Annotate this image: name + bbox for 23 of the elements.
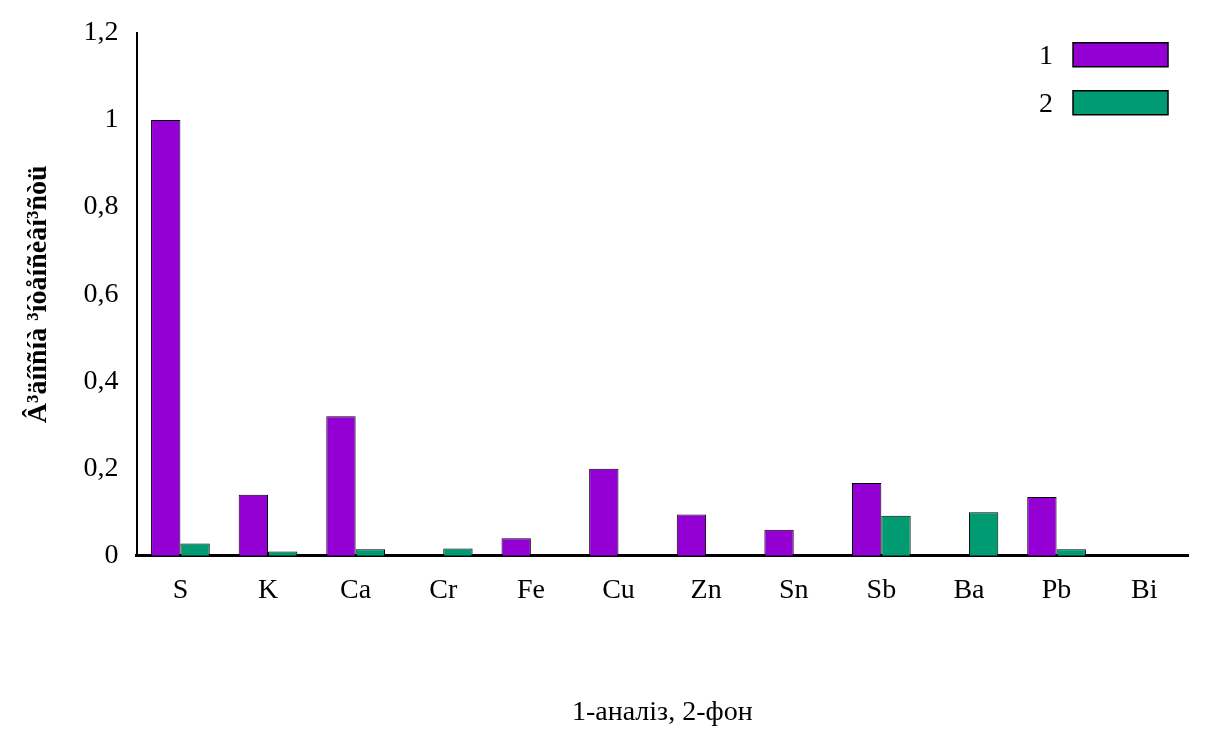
x-tick-label: Ba	[953, 572, 986, 604]
y-tick-label: 1,2	[83, 15, 119, 47]
x-tick-label: K	[257, 572, 279, 604]
y-tick-label: 0,8	[83, 189, 119, 221]
x-tick-label: Pb	[1041, 572, 1072, 604]
legend-label: 2	[1039, 87, 1053, 119]
x-tick-label: Sn	[778, 572, 809, 604]
y-tick-label: 0,4	[83, 363, 119, 395]
y-axis-title: Â³äíîñíà ³íòåíñèâí³ñòü	[21, 165, 53, 424]
y-tick-label: 0	[104, 538, 119, 570]
x-tick-label: Sb	[866, 572, 897, 604]
x-tick-label: Fe	[516, 572, 545, 604]
legend-label: 1	[1039, 39, 1053, 71]
x-tick-label: Bi	[1130, 572, 1158, 604]
x-tick-label: S	[172, 572, 189, 604]
x-tick-label: Cu	[602, 572, 635, 604]
x-tick-label: Cr	[429, 572, 458, 604]
x-tick-label: Ca	[340, 572, 372, 604]
x-tick-label: Zn	[690, 572, 722, 604]
y-tick-label: 0,2	[83, 450, 119, 482]
y-tick-label: 1	[104, 102, 119, 134]
x-axis-title: 1-аналіз, 2-фон	[571, 694, 753, 726]
y-tick-label: 0,6	[83, 276, 119, 308]
